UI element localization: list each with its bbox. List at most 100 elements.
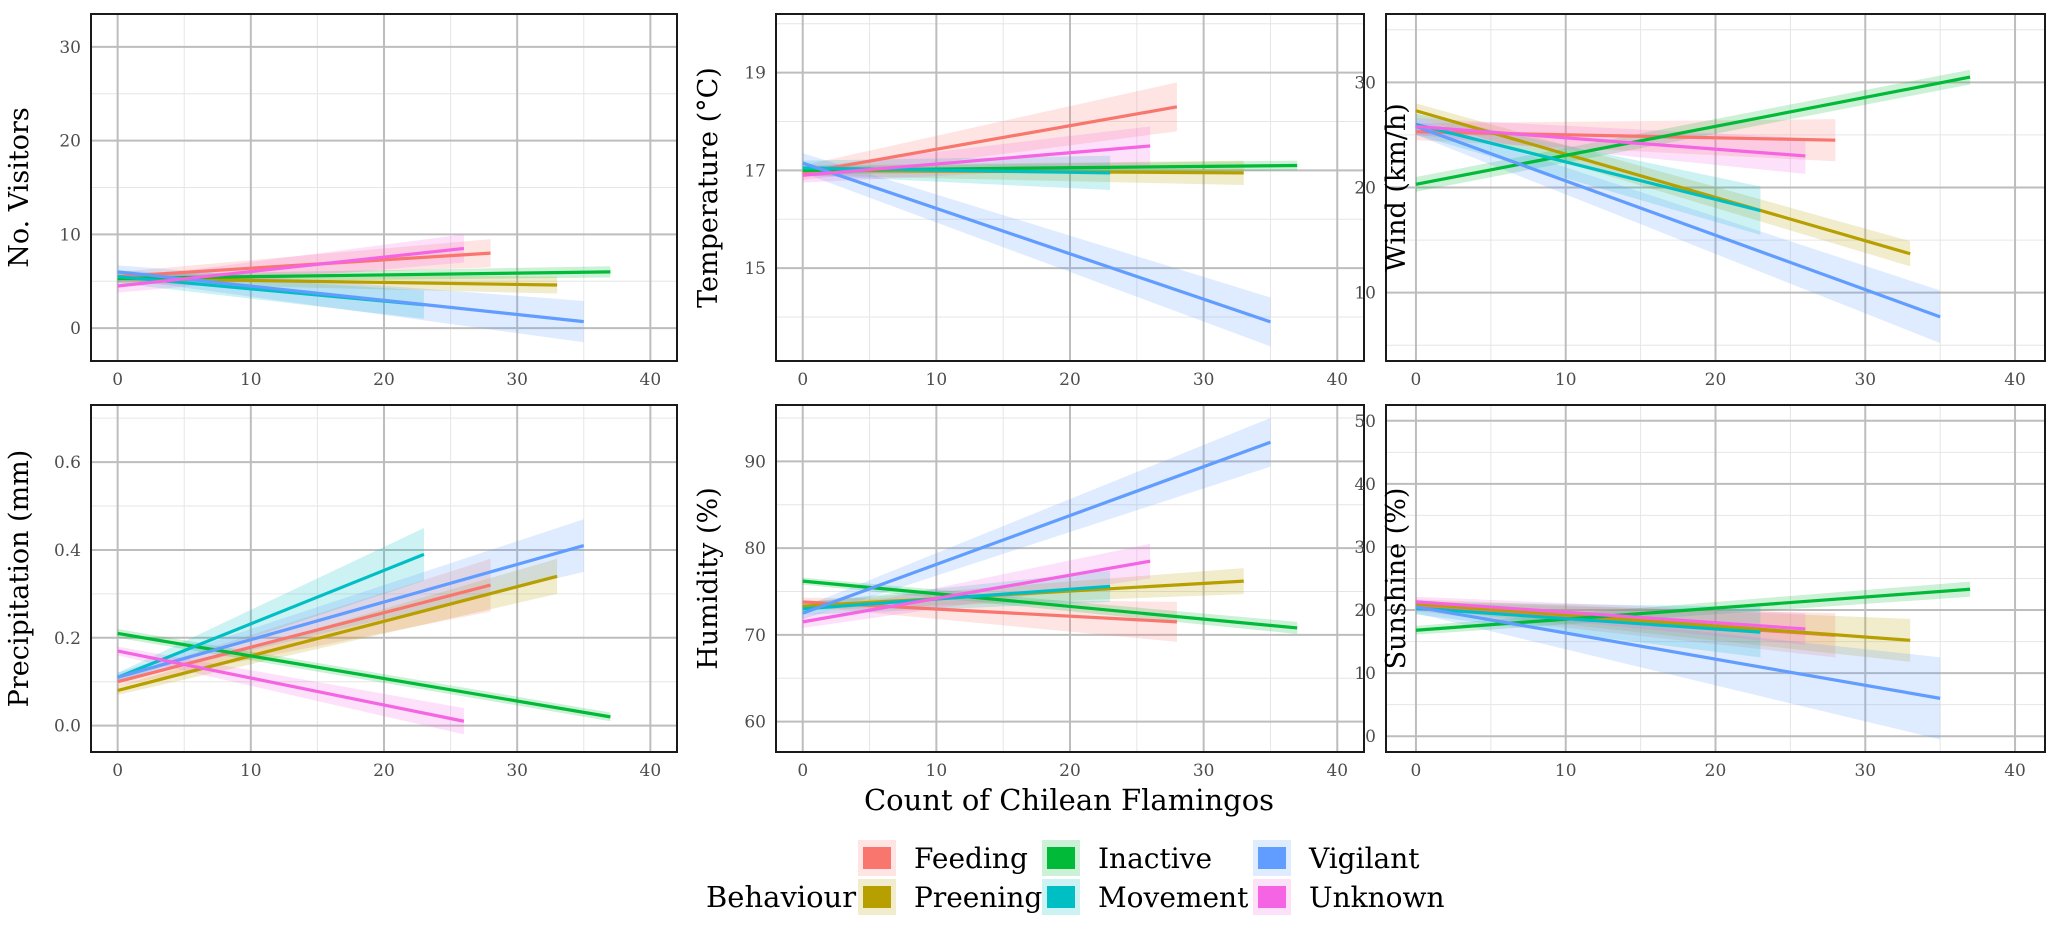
x-tick-label: 20 [373, 761, 395, 781]
line-feeding [117, 583, 491, 684]
legend-label: Inactive [1098, 842, 1212, 875]
legend-key-swatch [1258, 886, 1286, 908]
x-tick-label: 10 [240, 761, 262, 781]
y-tick-label: 80 [744, 539, 766, 559]
x-tick-label: 10 [926, 370, 948, 390]
y-axis-title: Temperature (°C) [693, 67, 724, 308]
y-tick-label: 0.0 [54, 717, 81, 737]
x-tick-label: 0 [1411, 370, 1422, 390]
legend-item-preening: Preening [858, 879, 1042, 915]
y-tick-label: 40 [1354, 475, 1376, 495]
line-vigilant [117, 270, 584, 324]
trend-lines [802, 440, 1298, 630]
legend-item-inactive: Inactive [1042, 840, 1212, 876]
y-tick-label: 70 [744, 626, 766, 646]
y-axis-title: No. Visitors [4, 107, 35, 268]
x-tick-label: 30 [506, 370, 528, 390]
confidence-bands [1415, 581, 1971, 740]
x-tick-label: 20 [1059, 761, 1081, 781]
y-tick-label: 90 [744, 452, 766, 472]
legend-item-unknown: Unknown [1253, 879, 1445, 915]
band-movement [1415, 113, 1761, 235]
y-tick-label: 0 [1365, 727, 1376, 747]
legend: Behaviour Feeding Preening Inactive Movement… [706, 840, 1445, 915]
y-tick-label: 30 [1354, 73, 1376, 93]
line-unknown [802, 144, 1151, 177]
x-tick-label: 0 [797, 761, 808, 781]
line-unknown [1415, 600, 1806, 631]
y-tick-label: 0.2 [54, 629, 81, 649]
x-tick-label: 10 [926, 761, 948, 781]
line-movement [1415, 606, 1761, 634]
legend-label: Feeding [914, 842, 1028, 875]
y-tick-label: 17 [744, 161, 766, 181]
line-inactive [802, 579, 1298, 630]
x-tick-label: 40 [640, 370, 662, 390]
x-tick-label: 30 [506, 761, 528, 781]
trend-lines [1415, 75, 1971, 319]
x-tick-label: 10 [1555, 370, 1577, 390]
confidence-bands [1415, 69, 1971, 344]
panel-border [1385, 404, 2046, 753]
legend-label: Movement [1098, 881, 1249, 914]
y-tick-label: 50 [1354, 412, 1376, 432]
y-axis-title: Precipitation (mm) [4, 450, 35, 708]
legend-title: Behaviour [706, 880, 856, 914]
x-tick-label: 30 [1193, 761, 1215, 781]
legend-label: Unknown [1309, 881, 1445, 914]
line-unknown [117, 246, 465, 288]
band-feeding [117, 558, 491, 687]
panel-precipitation-mm: 0 10 20 30 40 0.0 0.2 0.4 0.6 Precipitation (mm) [4, 404, 678, 781]
y-tick-label: 20 [59, 132, 81, 152]
panel-humidity: 0 10 20 30 40 60 70 80 90 Humidity (%) [693, 404, 1365, 781]
line-vigilant [117, 544, 585, 679]
line-vigilant [1415, 605, 1941, 700]
x-tick-label: 0 [797, 370, 808, 390]
panel-border [90, 404, 678, 753]
line-inactive [117, 631, 611, 719]
y-tick-label: 0.4 [54, 541, 81, 561]
legend-key-swatch [1258, 847, 1286, 869]
legend-item-movement: Movement [1042, 879, 1249, 915]
y-axis-title: Wind (km/h) [1381, 103, 1412, 272]
panel-border [90, 13, 678, 362]
y-tick-label: 10 [1354, 284, 1376, 304]
x-tick-label: 40 [1326, 761, 1348, 781]
line-vigilant [802, 440, 1272, 615]
legend-key-swatch [863, 886, 891, 908]
x-tick-label: 10 [240, 370, 262, 390]
band-movement [117, 527, 424, 682]
x-tick-label: 20 [373, 370, 395, 390]
line-unknown [1415, 124, 1806, 158]
x-tick-label: 20 [1705, 761, 1727, 781]
x-tick-label: 20 [1059, 370, 1081, 390]
y-tick-label: 0.6 [54, 453, 81, 473]
legend-key-swatch [1047, 847, 1075, 869]
band-vigilant [117, 519, 584, 682]
trend-lines [117, 544, 611, 723]
panel-border [775, 404, 1365, 753]
x-tick-label: 0 [112, 370, 123, 390]
y-tick-label: 20 [1354, 601, 1376, 621]
confidence-bands [117, 234, 611, 343]
x-tick-label: 0 [1411, 761, 1422, 781]
line-vigilant [1415, 125, 1941, 319]
line-movement [802, 166, 1111, 175]
line-preening [1415, 602, 1911, 642]
legend-key-swatch [863, 847, 891, 869]
line-movement [1415, 122, 1761, 213]
trend-lines [117, 246, 611, 324]
line-unknown [117, 649, 465, 723]
legend-key-swatch [1047, 886, 1075, 908]
panel-temperature-c: 0 10 20 30 40 15 17 19 Temperature (°C) [693, 13, 1365, 390]
x-tick-label: 10 [1555, 761, 1577, 781]
panel-sunshine: 0 10 20 30 40 0 10 20 30 40 50 Sunshine (%) [1354, 404, 2046, 781]
y-tick-label: 10 [59, 225, 81, 245]
y-tick-label: 10 [1354, 664, 1376, 684]
y-tick-label: 0 [70, 319, 81, 339]
legend-label: Vigilant [1308, 842, 1420, 875]
x-tick-label: 40 [2004, 370, 2026, 390]
trend-lines [802, 105, 1298, 324]
